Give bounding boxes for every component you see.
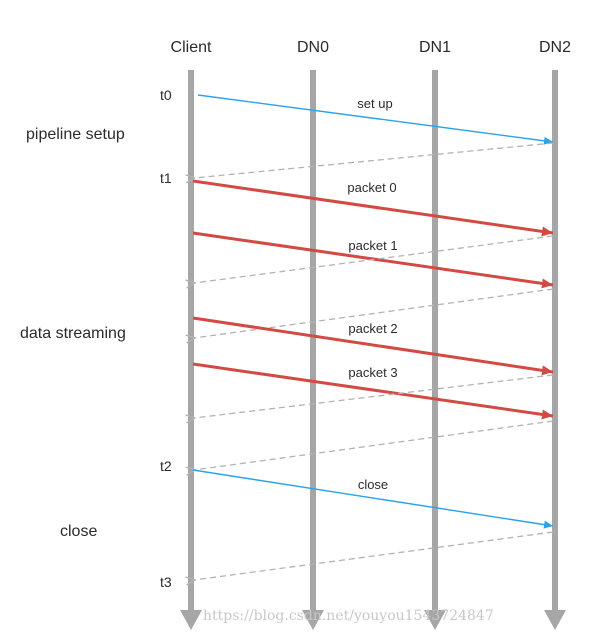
- lane-label-dn2: DN2: [539, 39, 571, 56]
- packet-0-arrow: [192, 179, 554, 237]
- lifeline-dn2: [544, 70, 566, 630]
- close-arrow: [192, 469, 554, 529]
- packet-3-label: packet 3: [348, 365, 397, 380]
- ack-arrow-packet-3: [194, 420, 554, 470]
- time-label-t2: t2: [160, 458, 172, 474]
- lifeline-client: [180, 70, 202, 630]
- lifeline-dn1: [424, 70, 446, 630]
- lifeline-dn0: [302, 70, 324, 630]
- ack-arrow-setup: [194, 142, 554, 178]
- ack-arrow-packet-1: [194, 288, 554, 338]
- phase-label-data-streaming: data streaming: [20, 325, 126, 342]
- packet-3-arrow: [192, 362, 554, 420]
- packet-2-arrow: [192, 316, 554, 376]
- time-label-t1: t1: [160, 170, 172, 186]
- time-label-t0: t0: [160, 87, 172, 103]
- time-label-t3: t3: [160, 574, 172, 590]
- packet-0-label: packet 0: [347, 180, 396, 195]
- packet-2-label: packet 2: [348, 321, 397, 336]
- ack-arrow-packet-0: [194, 235, 554, 283]
- phase-label-pipeline-setup: pipeline setup: [26, 126, 125, 143]
- ack-arrow-close: [194, 531, 554, 580]
- lane-label-dn1: DN1: [419, 39, 451, 56]
- packet-1-label: packet 1: [348, 238, 397, 253]
- lane-label-client: Client: [171, 39, 212, 56]
- phase-label-close: close: [60, 523, 97, 540]
- ack-arrow-packet-2: [194, 374, 554, 418]
- lane-label-dn0: DN0: [297, 39, 329, 56]
- close-message-label: close: [358, 477, 388, 492]
- setup-message-label: set up: [357, 96, 392, 111]
- setup-arrow: [197, 94, 554, 145]
- watermark-text: https://blog.csdn.net/youyou1543724847: [203, 608, 494, 624]
